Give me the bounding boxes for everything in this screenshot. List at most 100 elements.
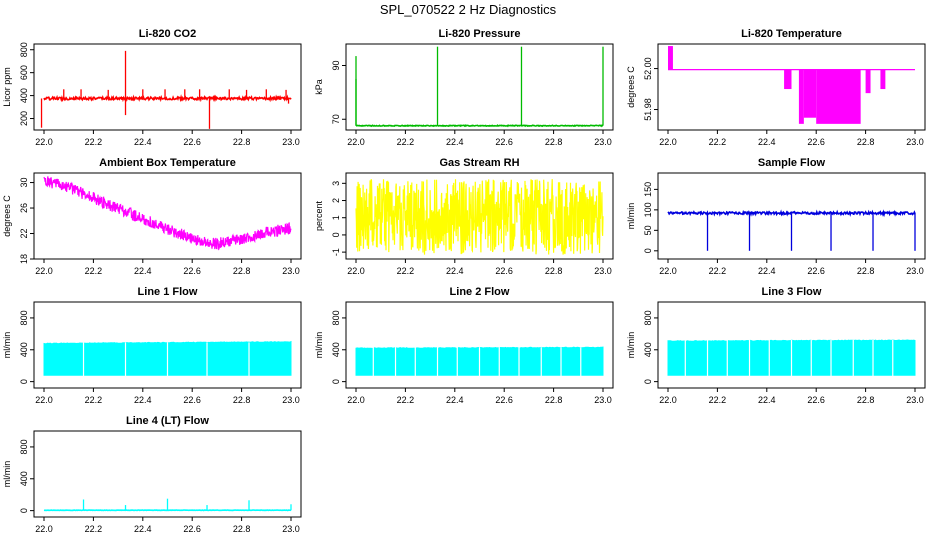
x-tick-label: 22.8 (857, 266, 875, 276)
x-tick-label: 22.0 (659, 137, 677, 147)
y-tick-label: 800 (331, 310, 341, 325)
y-axis-label: Licor ppm (2, 67, 12, 107)
series-block (880, 70, 885, 89)
data-layer (356, 347, 603, 376)
x-tick-label: 22.4 (446, 266, 464, 276)
x-tick-label: 22.4 (446, 395, 464, 405)
y-tick-label: 200 (19, 111, 29, 126)
data-layer (42, 51, 291, 129)
x-tick-label: 22.0 (35, 137, 53, 147)
y-tick-label: 0 (19, 379, 29, 384)
x-tick-label: 22.4 (758, 137, 776, 147)
data-layer (44, 342, 291, 377)
y-axis-label: degrees C (2, 195, 12, 237)
y-axis-label: ml/min (2, 461, 12, 488)
y-tick-label: 90 (331, 60, 341, 70)
y-tick-label: 150 (643, 182, 653, 197)
x-tick-label: 22.0 (659, 395, 677, 405)
panel-title: Line 3 Flow (762, 286, 822, 298)
plot-frame (346, 44, 613, 130)
data-layer (44, 176, 291, 249)
panel-title: Li-820 Pressure (439, 28, 521, 40)
x-tick-label: 23.0 (282, 137, 300, 147)
panel-title: Line 2 Flow (450, 286, 510, 298)
x-tick-label: 22.2 (709, 395, 727, 405)
series-block (784, 70, 791, 89)
x-tick-label: 22.6 (495, 266, 513, 276)
x-tick-label: 22.2 (85, 524, 103, 534)
series-block (804, 70, 816, 118)
y-tick-label: 600 (19, 65, 29, 80)
data-layer (668, 340, 915, 376)
x-tick-label: 22.6 (807, 137, 825, 147)
x-tick-label: 23.0 (594, 395, 612, 405)
x-tick-label: 22.0 (35, 524, 53, 534)
panel-title: Gas Stream RH (439, 157, 519, 169)
y-tick-label: 26 (19, 203, 29, 213)
y-tick-label: 800 (643, 310, 653, 325)
x-tick-label: 23.0 (906, 266, 924, 276)
y-tick-label: 0 (643, 248, 653, 253)
y-tick-label: 2 (331, 198, 341, 203)
y-tick-label: 52.00 (643, 57, 653, 80)
y-axis-label: degrees C (626, 66, 636, 108)
x-tick-label: 22.4 (134, 137, 152, 147)
x-tick-label: 23.0 (282, 266, 300, 276)
series-line (44, 176, 291, 249)
x-tick-label: 22.0 (347, 266, 365, 276)
series-block (799, 70, 804, 124)
x-tick-label: 22.4 (134, 524, 152, 534)
x-tick-label: 22.6 (495, 395, 513, 405)
y-tick-label: 30 (19, 178, 29, 188)
y-tick-label: 0 (19, 508, 29, 513)
panel-title: Line 1 Flow (138, 286, 198, 298)
x-tick-label: 22.8 (233, 395, 251, 405)
x-tick-label: 23.0 (906, 395, 924, 405)
x-tick-label: 22.6 (807, 266, 825, 276)
y-tick-label: 3 (331, 181, 341, 186)
x-tick-label: 23.0 (594, 266, 612, 276)
x-tick-label: 22.2 (397, 137, 415, 147)
x-tick-label: 22.4 (758, 266, 776, 276)
x-tick-label: 23.0 (906, 137, 924, 147)
y-tick-label: 400 (19, 471, 29, 486)
x-tick-label: 22.4 (446, 137, 464, 147)
x-tick-label: 22.2 (85, 266, 103, 276)
x-tick-label: 22.0 (35, 266, 53, 276)
x-tick-label: 22.8 (545, 137, 563, 147)
x-tick-label: 22.8 (233, 524, 251, 534)
y-tick-label: 800 (19, 439, 29, 454)
y-tick-label: 18 (19, 254, 29, 264)
x-tick-label: 22.6 (183, 266, 201, 276)
y-tick-label: 50 (643, 225, 653, 235)
x-tick-label: 22.0 (347, 137, 365, 147)
y-tick-label: 0 (331, 379, 341, 384)
y-axis-label: percent (314, 200, 324, 231)
x-tick-label: 23.0 (282, 524, 300, 534)
y-tick-label: 0 (643, 379, 653, 384)
x-tick-label: 22.8 (857, 137, 875, 147)
y-tick-label: 0 (331, 232, 341, 237)
data-layer (356, 47, 603, 126)
y-tick-label: 400 (643, 342, 653, 357)
panel-title: Li-820 CO2 (139, 28, 196, 40)
x-tick-label: 22.4 (134, 266, 152, 276)
x-tick-label: 22.8 (545, 266, 563, 276)
panel-title: Li-820 Temperature (741, 28, 842, 40)
x-tick-label: 22.6 (495, 137, 513, 147)
y-tick-label: 70 (331, 114, 341, 124)
panel-title: Sample Flow (758, 157, 826, 169)
y-tick-label: 100 (643, 202, 653, 217)
x-tick-label: 22.0 (347, 395, 365, 405)
series-baseline (356, 125, 603, 126)
series-block (866, 70, 871, 94)
x-tick-label: 22.2 (85, 395, 103, 405)
x-tick-label: 22.2 (709, 266, 727, 276)
